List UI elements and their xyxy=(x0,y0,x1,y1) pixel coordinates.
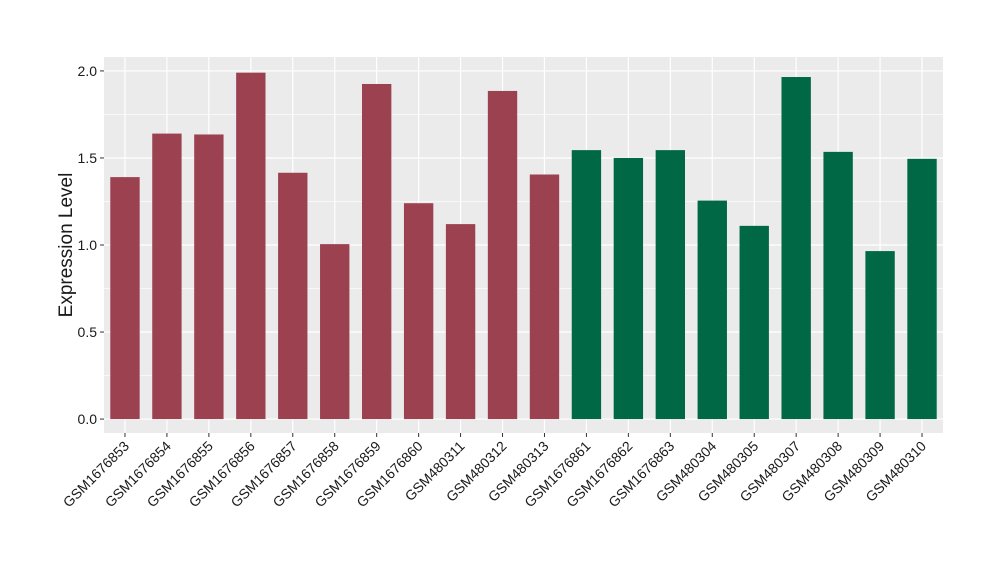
y-tick-label: 2.0 xyxy=(78,63,98,79)
x-axis: GSM1676853GSM1676854GSM1676855GSM1676856… xyxy=(60,433,929,510)
bar-GSM1676862 xyxy=(613,157,644,420)
bar-GSM480308 xyxy=(823,151,853,420)
y-tick-label: 1.0 xyxy=(78,237,98,253)
y-axis-title: Expression Level xyxy=(56,173,77,318)
bar-GSM1676857 xyxy=(278,172,308,420)
bar-GSM480309 xyxy=(865,251,895,420)
y-axis: 0.0 0.5 1.0 1.5 2.0 xyxy=(78,63,104,427)
bar-GSM1676856 xyxy=(236,72,266,420)
bar-GSM1676855 xyxy=(194,134,224,420)
bar-GSM1676861 xyxy=(571,150,602,420)
y-tick-label: 0.5 xyxy=(78,324,98,340)
bars xyxy=(110,72,937,420)
bar-GSM480310 xyxy=(907,158,937,420)
y-tick-label: 1.5 xyxy=(78,150,98,166)
bar-GSM480312 xyxy=(487,90,518,420)
bar-GSM480313 xyxy=(529,174,560,420)
bar-GSM480311 xyxy=(445,224,476,420)
bar-GSM480305 xyxy=(739,225,769,420)
bar-GSM1676858 xyxy=(320,244,350,420)
bar-GSM480307 xyxy=(781,77,811,420)
bar-GSM1676859 xyxy=(361,83,392,420)
bar-GSM1676854 xyxy=(152,133,182,420)
bar-GSM1676860 xyxy=(403,203,434,420)
bar-GSM480304 xyxy=(697,200,727,420)
bar-GSM1676853 xyxy=(110,177,140,420)
bar-GSM1676863 xyxy=(655,150,686,420)
y-tick-label: 0.0 xyxy=(78,411,98,427)
